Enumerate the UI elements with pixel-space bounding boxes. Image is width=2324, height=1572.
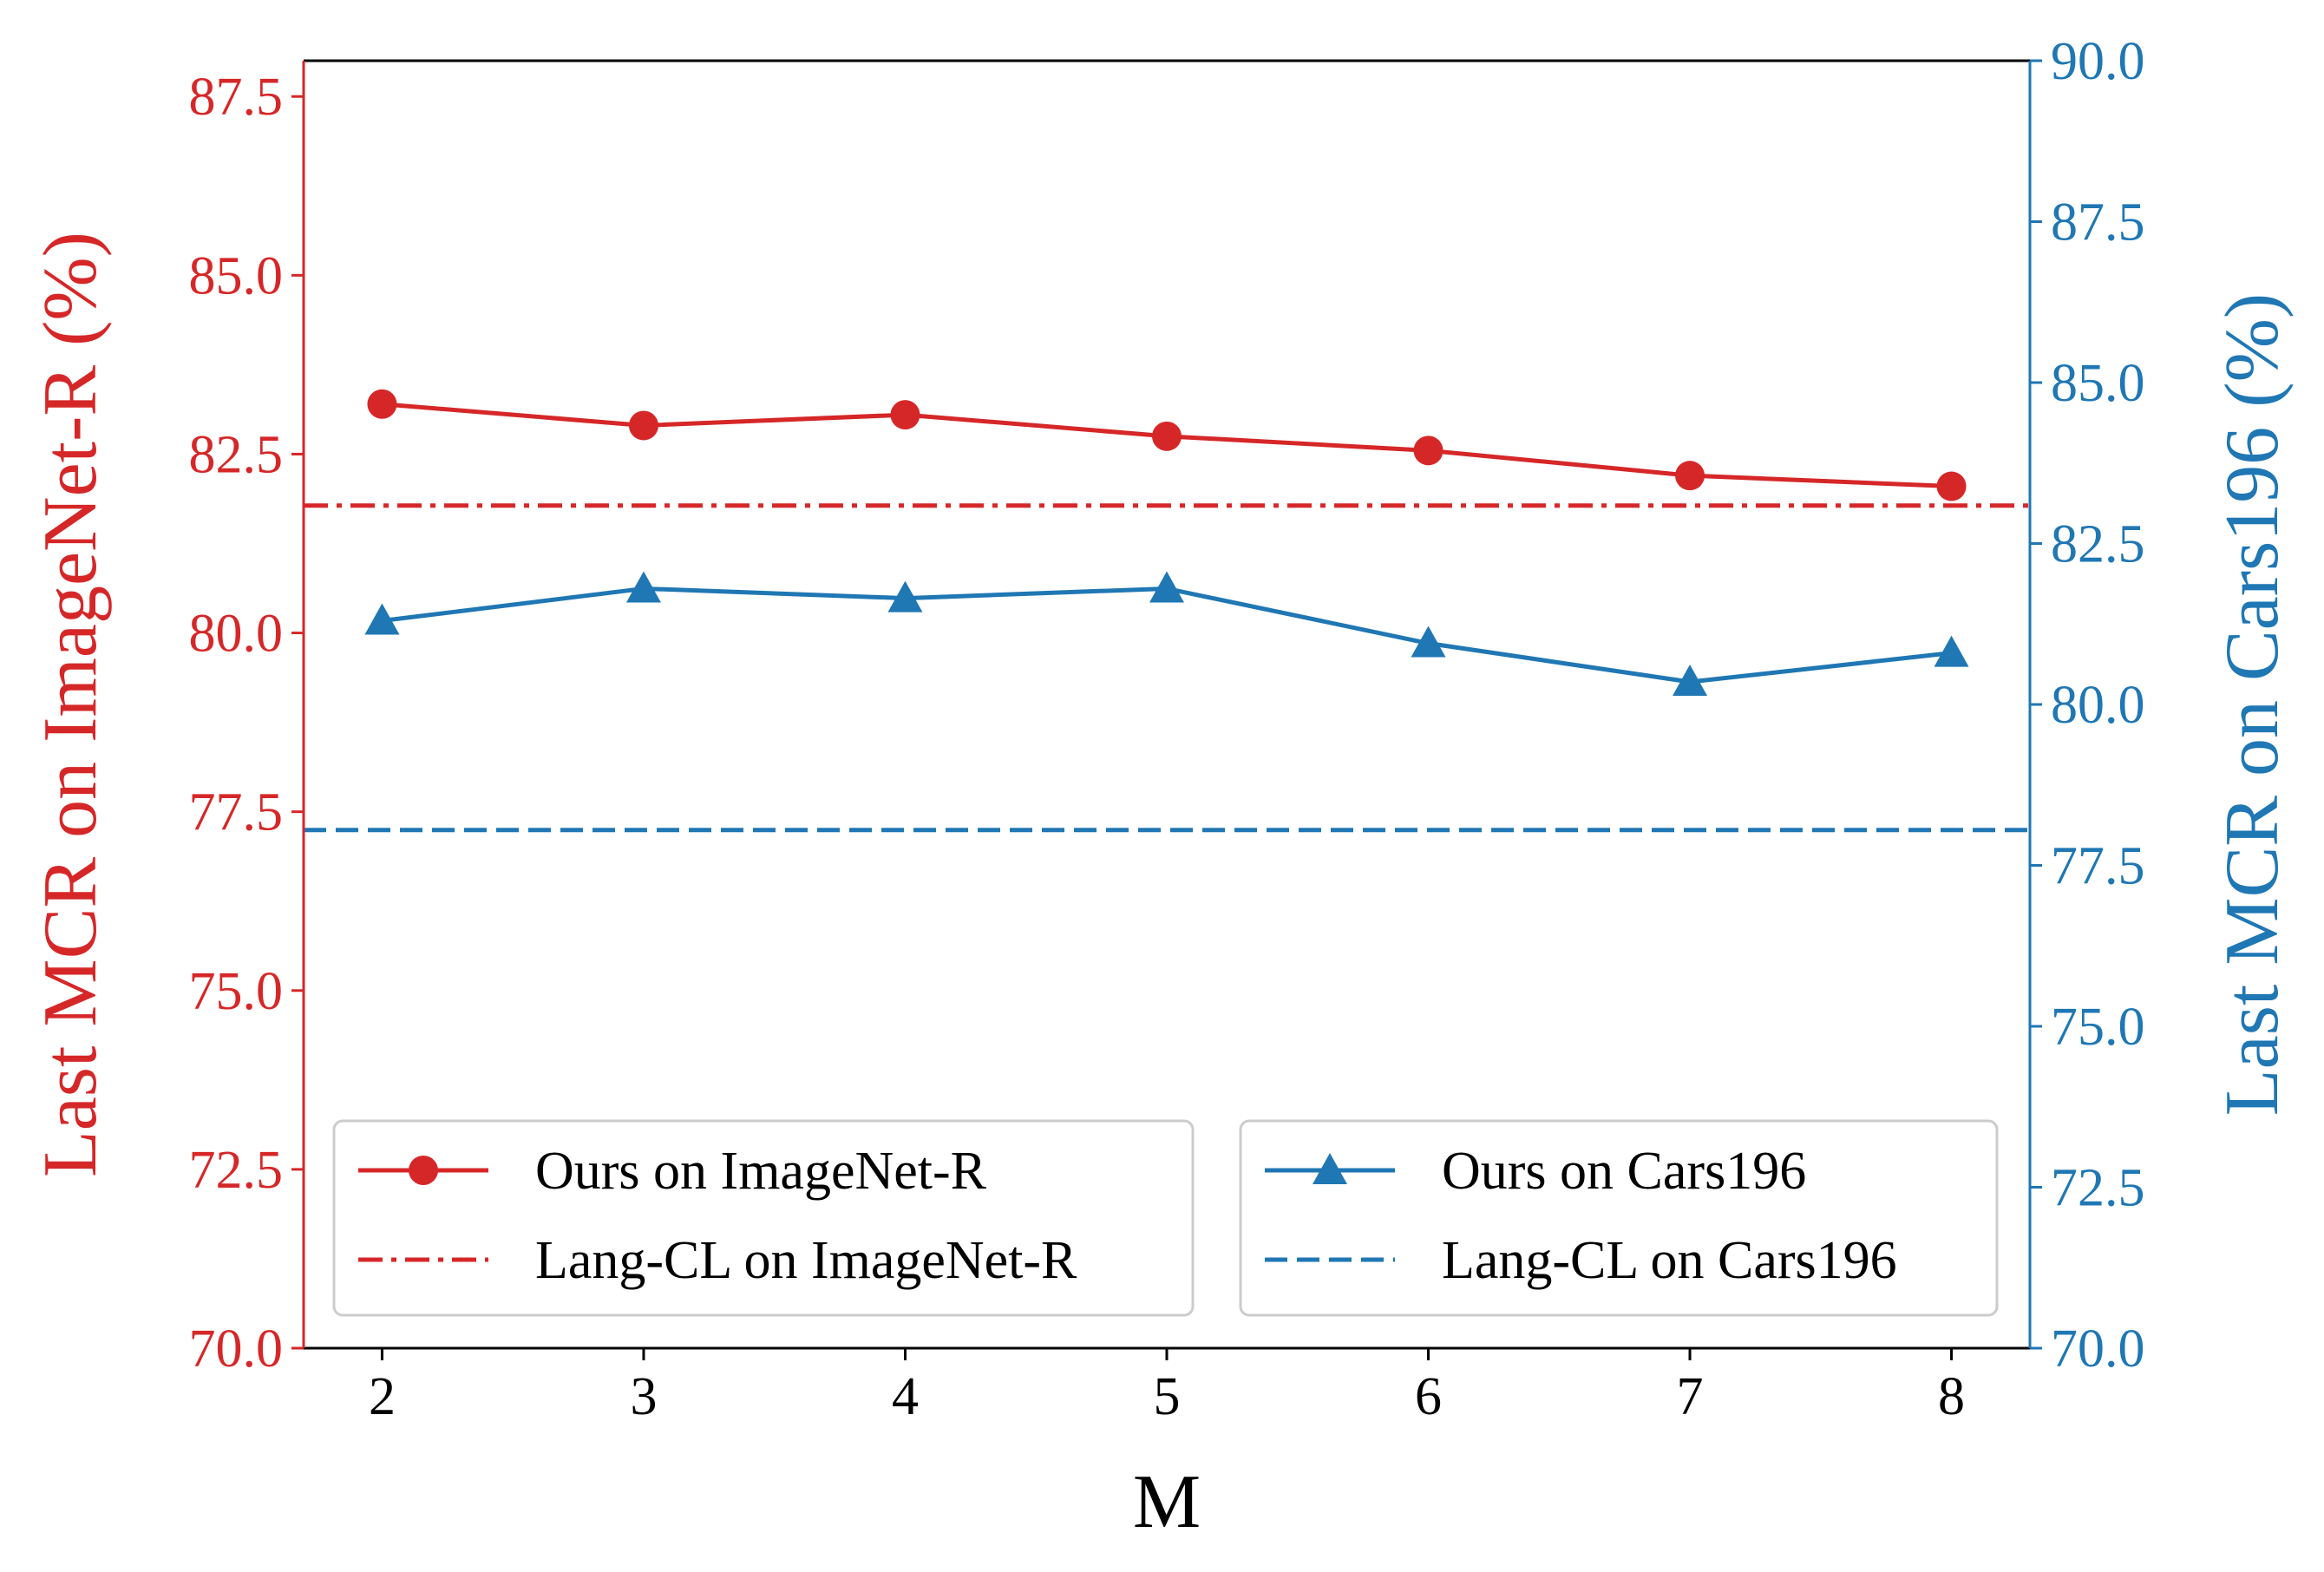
y-right-tick-label-5: 82.5 [2051, 515, 2145, 574]
y-right-tick-label-0: 70.0 [2051, 1320, 2145, 1379]
y-left-tick-label-7: 87.5 [189, 68, 284, 127]
series-layer [304, 389, 2030, 833]
y-left-tick-label-2: 75.0 [189, 962, 284, 1021]
y-left-tick-label-6: 85.0 [189, 246, 284, 305]
series-0-point-6 [1936, 471, 1967, 501]
legend-0-label-1: Lang-CL on ImageNet-R [535, 1231, 1077, 1290]
y-right-tick-label-8: 90.0 [2051, 32, 2145, 91]
series-2-point-5 [1673, 665, 1708, 697]
y-right-tick-label-3: 77.5 [2051, 837, 2145, 896]
x-tick-label-3: 5 [1154, 1367, 1181, 1426]
x-tick-label-0: 2 [369, 1367, 396, 1426]
x-axis-label: M [1133, 1460, 1201, 1544]
y-right-tick-label-6: 85.0 [2051, 354, 2145, 413]
legend-0-swatch-marker-0 [409, 1156, 438, 1185]
y-left-tick-label-3: 77.5 [189, 783, 284, 842]
y-right-tick-label-7: 87.5 [2051, 193, 2145, 252]
legend-0-box [332, 1119, 1195, 1317]
legend-1-swatch-marker-0 [1313, 1153, 1347, 1184]
y-axis-label-left: Last MCR on ImageNet-R (%) [29, 232, 113, 1177]
y-right-tick-label-2: 75.0 [2051, 998, 2145, 1057]
y-left-tick-label-0: 70.0 [189, 1320, 284, 1379]
legend-0-label-0: Ours on ImageNet-R [535, 1142, 987, 1201]
series-0-point-5 [1675, 461, 1705, 491]
x-tick-label-5: 7 [1677, 1367, 1704, 1426]
series-2-point-4 [1411, 626, 1446, 658]
series-0-point-1 [628, 410, 658, 441]
series-0-point-0 [367, 389, 397, 419]
y-left-tick-label-1: 72.5 [189, 1141, 284, 1200]
series-0-point-3 [1152, 421, 1182, 451]
series-0-point-2 [890, 400, 920, 430]
series-2-point-0 [364, 603, 400, 635]
series-2-point-3 [1149, 571, 1184, 603]
legend-1-label-1: Lang-CL on Cars196 [1442, 1231, 1897, 1290]
x-tick-label-6: 8 [1938, 1367, 1965, 1426]
series-2-point-2 [887, 580, 923, 612]
series-2-point-6 [1934, 635, 1969, 667]
x-tick-label-1: 3 [630, 1367, 657, 1426]
y-right-tick-label-1: 72.5 [2051, 1159, 2145, 1218]
legend-layer: Ours on ImageNet-R Lang-CL on ImageNet-R O… [332, 1119, 1999, 1317]
y-left-tick-label-5: 82.5 [189, 425, 284, 484]
x-tick-label-2: 4 [892, 1367, 919, 1426]
legend-1-label-0: Ours on Cars196 [1442, 1142, 1806, 1201]
y-axis-label-right: Last MCR on Cars196 (%) [2210, 293, 2295, 1116]
series-0-point-4 [1413, 436, 1443, 466]
legend-1-box [1239, 1119, 1999, 1317]
ticks-layer: 2 3 4 5 6 7 8 70.0 72.5 75.0 77.5 80.0 82.5 85.0 87.5 7… [189, 32, 2145, 1426]
y-right-tick-label-4: 80.0 [2051, 676, 2145, 735]
x-tick-label-4: 6 [1415, 1367, 1442, 1426]
y-left-tick-label-4: 80.0 [189, 605, 284, 664]
series-2-point-1 [625, 571, 661, 603]
